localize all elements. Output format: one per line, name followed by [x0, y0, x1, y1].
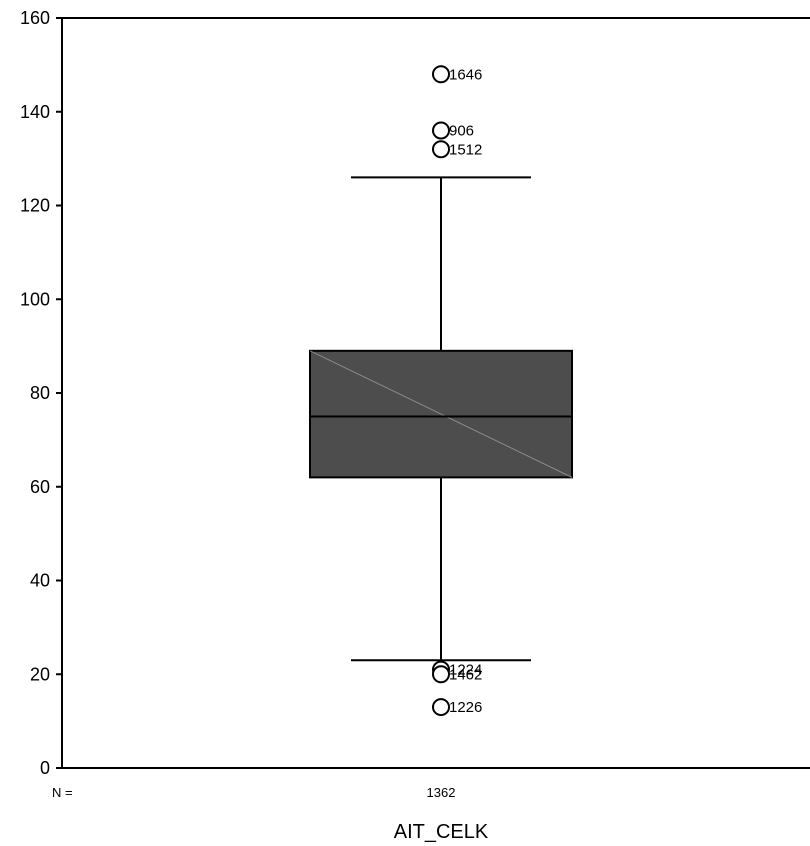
- box-diagonal: [309, 350, 573, 478]
- y-tick-label: 100: [20, 289, 50, 309]
- y-tick-label: 0: [40, 758, 50, 778]
- n-label: N =: [52, 785, 73, 800]
- y-tick-label: 40: [30, 571, 50, 591]
- n-value: 1362: [427, 785, 456, 800]
- outlier-label: 1462: [449, 666, 482, 683]
- y-tick-label: 80: [30, 383, 50, 403]
- outlier-point: [432, 665, 450, 684]
- outlier-point: [432, 140, 450, 159]
- outlier-label: 1646: [449, 66, 482, 83]
- outlier-point: [432, 65, 450, 84]
- outlier-label: 1512: [449, 141, 482, 158]
- y-tick-label: 120: [20, 196, 50, 216]
- y-tick-label: 140: [20, 102, 50, 122]
- outlier-label: 906: [449, 123, 474, 140]
- outlier-label: 1226: [449, 699, 482, 716]
- y-tick-label: 20: [30, 664, 50, 684]
- outlier-label: 1224: [449, 662, 482, 679]
- category-label: AIT_CELK: [394, 821, 489, 843]
- outlier-point: [432, 698, 450, 717]
- outlier-point: [432, 121, 450, 140]
- y-tick-label: 160: [20, 8, 50, 28]
- y-tick-label: 60: [30, 477, 50, 497]
